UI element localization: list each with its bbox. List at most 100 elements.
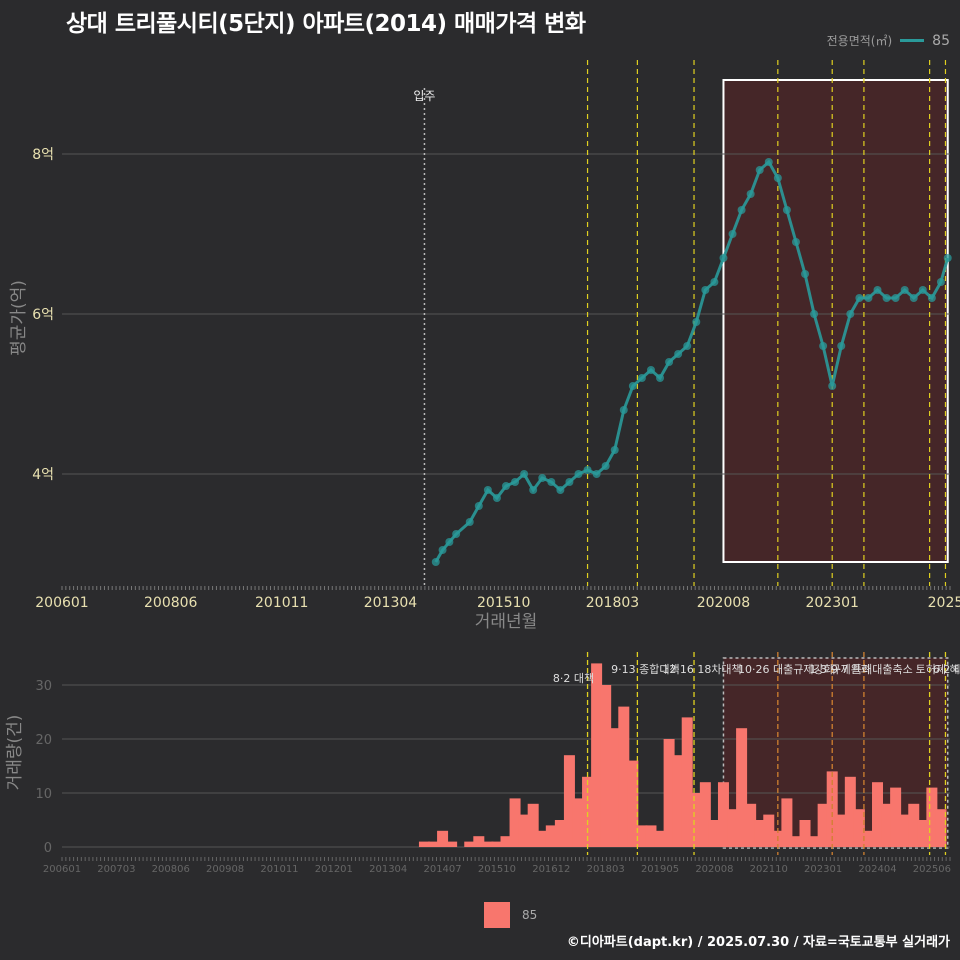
policy-label: 10·26 대출규제강화 — [738, 663, 834, 676]
volume-bar — [844, 776, 856, 847]
price-point — [474, 502, 483, 510]
volume-bar — [917, 820, 929, 847]
price-point — [583, 466, 592, 474]
price-point — [791, 238, 800, 246]
volume-bar — [717, 782, 729, 847]
x-tick-label: 200806 — [144, 595, 198, 611]
legend-bar-swatch — [484, 902, 510, 928]
price-point — [737, 206, 746, 214]
price-point — [810, 310, 819, 318]
x-tick-label: 201803 — [586, 595, 639, 611]
legend-title: 전용면적(㎡) — [826, 34, 893, 48]
price-point — [764, 158, 773, 166]
price-point — [710, 278, 719, 286]
price-point — [529, 486, 538, 494]
volume-bar — [563, 755, 575, 847]
price-point — [547, 478, 556, 486]
volume-bar — [645, 825, 657, 847]
move-in-label: 입주 — [413, 89, 435, 103]
volume-bar — [790, 836, 802, 847]
volume-bar — [482, 841, 494, 847]
volume-bar — [763, 814, 775, 847]
volume-bar — [835, 814, 847, 847]
y-tick-label: 4억 — [32, 467, 54, 483]
volume-bar — [872, 782, 884, 847]
y-tick-label: 6억 — [32, 307, 54, 323]
x-tick-label: 202506 — [913, 864, 951, 875]
x-tick-label: 200703 — [97, 864, 135, 875]
legend-bar-label: 85 — [522, 908, 538, 922]
price-point — [492, 494, 501, 502]
price-point — [927, 294, 936, 302]
price-point — [656, 374, 665, 382]
price-point — [837, 342, 846, 350]
policy-label: 12·16 18차대책 — [662, 663, 741, 676]
price-point — [592, 470, 601, 478]
volume-bar — [536, 830, 548, 847]
price-point — [445, 538, 454, 546]
volume-bar — [464, 841, 476, 847]
volume-bar — [681, 717, 693, 847]
x-tick-label: 202110 — [750, 864, 788, 875]
volume-bar — [654, 830, 666, 847]
price-point — [556, 486, 565, 494]
volume-bar — [808, 836, 820, 847]
volume-bar — [881, 803, 893, 847]
price-point — [483, 486, 492, 494]
price-point — [452, 530, 461, 538]
volume-bar — [600, 685, 612, 847]
volume-bar — [935, 809, 947, 847]
volume-bar — [491, 841, 503, 847]
x-tick-label: 201510 — [477, 595, 530, 611]
volume-bar — [817, 803, 829, 847]
x-tick-label: 201201 — [315, 864, 353, 875]
volume-bar — [545, 825, 557, 847]
price-point — [628, 382, 637, 390]
y-tick-label: 0 — [44, 841, 52, 856]
y-tick-label: 20 — [35, 733, 52, 748]
price-point — [746, 190, 755, 198]
price-point — [565, 478, 574, 486]
price-point — [846, 310, 855, 318]
x-tick-label: 200601 — [35, 595, 88, 611]
price-point — [574, 470, 583, 478]
volume-bar — [627, 760, 639, 847]
price-point — [701, 286, 710, 294]
volume-bar — [527, 803, 539, 847]
volume-bar — [754, 820, 766, 847]
volume-bar — [690, 793, 702, 847]
price-point — [819, 342, 828, 350]
volume-bar — [554, 820, 566, 847]
policy-label: 9·13 종합대책 — [611, 663, 679, 676]
price-point — [665, 358, 674, 366]
legend-bottom: 85 — [484, 902, 537, 928]
volume-bar — [736, 728, 748, 847]
volume-chart: 0 10 20 30 200601 200703 200806 200908 201011 201… — [5, 652, 960, 875]
volume-bar — [618, 706, 630, 847]
x-tick-label: 201011 — [255, 595, 308, 611]
y-axis-title: 평균가(억) — [9, 280, 29, 356]
volume-bar — [473, 836, 485, 847]
volume-bar — [862, 830, 874, 847]
volume-bar — [446, 841, 458, 847]
price-point — [918, 286, 927, 294]
price-point — [538, 474, 547, 482]
volume-bar — [781, 798, 793, 847]
price-point — [610, 446, 619, 454]
y-axis-title: 거래량(건) — [5, 715, 25, 791]
volume-bar — [582, 776, 594, 847]
highlight-region — [722, 79, 949, 563]
y-tick-label: 8억 — [32, 147, 54, 163]
price-point — [773, 174, 782, 182]
volume-bar — [428, 841, 440, 847]
price-line — [434, 159, 950, 563]
x-tick-label: 201510 — [478, 864, 516, 875]
volume-bar — [745, 803, 757, 847]
x-tick-label: 201905 — [641, 864, 679, 875]
x-tick-label: 202404 — [858, 864, 896, 875]
price-point — [683, 342, 692, 350]
legend-line-swatch — [900, 39, 925, 42]
x-tick-label: 202008 — [695, 864, 733, 875]
price-chart: 4억 6억 8억 200601 200806 201011 201304 201510 2018… — [9, 60, 960, 632]
volume-bar — [500, 836, 512, 847]
